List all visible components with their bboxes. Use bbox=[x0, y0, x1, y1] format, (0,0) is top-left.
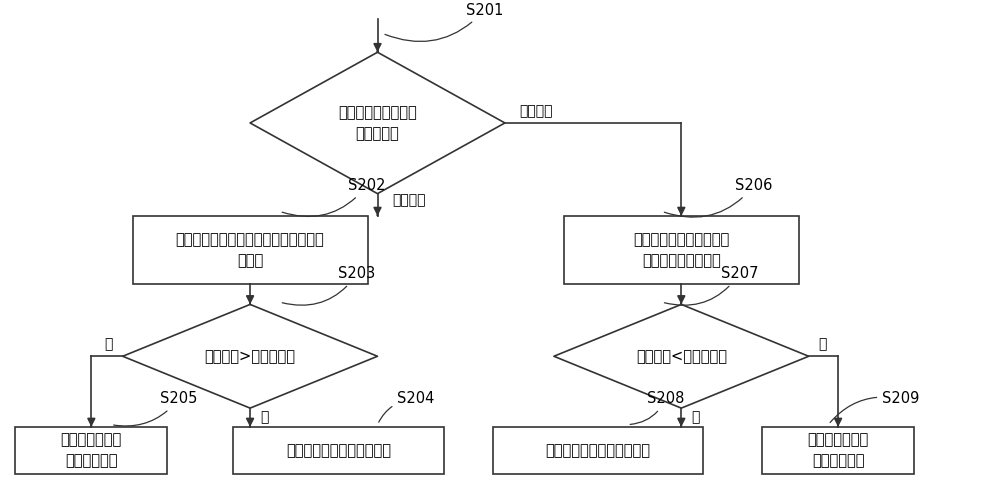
Text: 将最大前进挡确
定为目标挡位: 将最大前进挡确 定为目标挡位 bbox=[61, 433, 122, 468]
Text: S203: S203 bbox=[282, 267, 376, 305]
Text: S208: S208 bbox=[630, 391, 684, 424]
Text: 在当前挡位的基础上减少
一挡，得到第二挡位: 在当前挡位的基础上减少 一挡，得到第二挡位 bbox=[633, 232, 729, 268]
Text: S207: S207 bbox=[664, 267, 758, 305]
Text: S202: S202 bbox=[282, 178, 386, 217]
Bar bbox=[493, 427, 703, 474]
Text: S204: S204 bbox=[379, 391, 434, 422]
Text: S209: S209 bbox=[830, 391, 920, 422]
Polygon shape bbox=[250, 52, 505, 193]
Text: 目标挡位为加挡得到
或减挡得到: 目标挡位为加挡得到 或减挡得到 bbox=[338, 105, 417, 141]
Polygon shape bbox=[123, 304, 378, 408]
Text: S205: S205 bbox=[114, 391, 197, 426]
Text: 是: 是 bbox=[819, 337, 827, 352]
Text: 第二挡位<最小前进挡: 第二挡位<最小前进挡 bbox=[636, 349, 727, 364]
Text: 将最小前进挡确
定为目标挡位: 将最小前进挡确 定为目标挡位 bbox=[807, 433, 869, 468]
Text: 是: 是 bbox=[105, 337, 113, 352]
Polygon shape bbox=[554, 304, 809, 408]
Text: S201: S201 bbox=[385, 2, 503, 41]
Text: 否: 否 bbox=[260, 410, 268, 425]
Bar bbox=[762, 427, 914, 474]
Text: S206: S206 bbox=[664, 178, 773, 217]
Bar bbox=[564, 216, 799, 284]
Text: 减挡得到: 减挡得到 bbox=[520, 104, 553, 118]
Bar bbox=[15, 427, 167, 474]
Text: 将第一挡位确定为目标挡位: 将第一挡位确定为目标挡位 bbox=[286, 443, 391, 458]
Bar bbox=[132, 216, 368, 284]
Bar bbox=[233, 427, 444, 474]
Text: 第一挡位>最大前进挡: 第一挡位>最大前进挡 bbox=[205, 349, 296, 364]
Text: 否: 否 bbox=[691, 410, 699, 425]
Text: 将第二挡位确定为目标挡位: 将第二挡位确定为目标挡位 bbox=[546, 443, 650, 458]
Text: 加挡得到: 加挡得到 bbox=[392, 193, 426, 207]
Text: 在当前挡位的基础上增加一挡，得到第
一挡位: 在当前挡位的基础上增加一挡，得到第 一挡位 bbox=[176, 232, 324, 268]
